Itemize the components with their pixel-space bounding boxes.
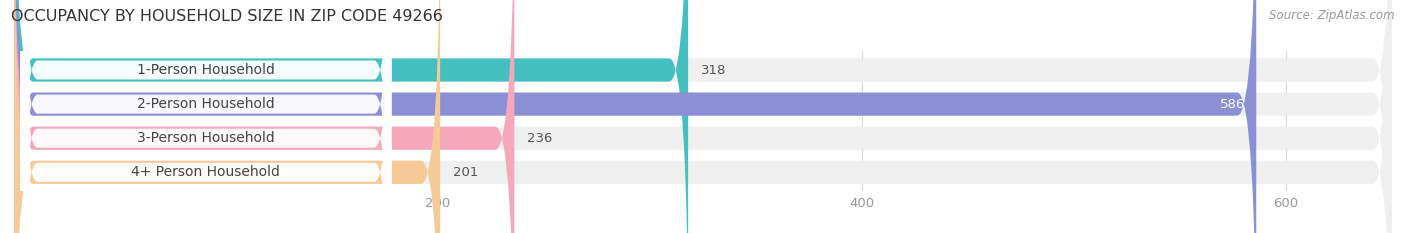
Text: 1-Person Household: 1-Person Household xyxy=(136,63,274,77)
Text: 201: 201 xyxy=(453,166,478,179)
Text: 2-Person Household: 2-Person Household xyxy=(136,97,274,111)
FancyBboxPatch shape xyxy=(21,0,391,233)
FancyBboxPatch shape xyxy=(14,0,1392,233)
Text: Source: ZipAtlas.com: Source: ZipAtlas.com xyxy=(1270,9,1395,22)
FancyBboxPatch shape xyxy=(14,0,1392,233)
FancyBboxPatch shape xyxy=(14,0,1392,233)
FancyBboxPatch shape xyxy=(21,0,391,233)
Text: OCCUPANCY BY HOUSEHOLD SIZE IN ZIP CODE 49266: OCCUPANCY BY HOUSEHOLD SIZE IN ZIP CODE … xyxy=(11,9,443,24)
Text: 318: 318 xyxy=(700,64,727,76)
FancyBboxPatch shape xyxy=(21,0,391,233)
FancyBboxPatch shape xyxy=(14,0,440,233)
FancyBboxPatch shape xyxy=(21,0,391,233)
FancyBboxPatch shape xyxy=(14,0,688,233)
Text: 3-Person Household: 3-Person Household xyxy=(136,131,274,145)
FancyBboxPatch shape xyxy=(14,0,1392,233)
FancyBboxPatch shape xyxy=(14,0,515,233)
Text: 586: 586 xyxy=(1220,98,1246,111)
FancyBboxPatch shape xyxy=(14,0,1257,233)
Text: 4+ Person Household: 4+ Person Household xyxy=(132,165,280,179)
Text: 236: 236 xyxy=(527,132,553,145)
